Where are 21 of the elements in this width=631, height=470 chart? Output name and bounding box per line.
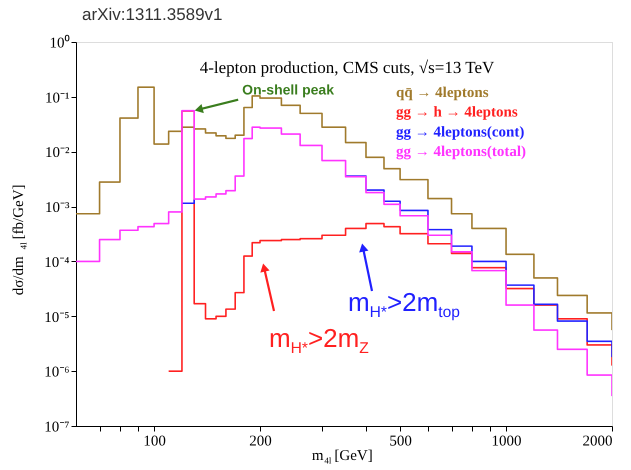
text: gg → 4leptons(total) (396, 144, 526, 160)
y-tick-label: 10⁻³ (45, 200, 70, 216)
x-tick-label: 100 (143, 434, 166, 450)
y-tick-label: 10⁻⁴ (44, 254, 70, 271)
text: gg → 4leptons(cont) (396, 124, 524, 140)
x-tick-label: 500 (389, 434, 412, 450)
text: 4-lepton production, CMS cuts, √s=13 TeV (200, 58, 496, 77)
y-tick-label: 10⁻⁷ (44, 420, 70, 436)
y-tick-label: 10⁻² (45, 145, 70, 162)
y-tick-label: 10⁻¹ (45, 90, 70, 106)
y-tick-label: 10⁰ (50, 34, 70, 52)
y-tick-label: 10⁻⁶ (44, 364, 70, 381)
x-tick-label: 200 (249, 434, 272, 450)
x-tick-label: 2000 (582, 434, 612, 450)
annotation: On-shell peak (242, 82, 334, 98)
x-tick-label: 1000 (492, 434, 522, 450)
text: arXiv:1311.3589v1 (82, 5, 223, 24)
text: qq̄ → 4leptons (396, 85, 489, 101)
y-axis-title: dσ/dm4l[fb/GeV] (11, 184, 28, 296)
text: gg → h → 4leptons (396, 104, 518, 121)
y-tick-label: 10⁻⁵ (44, 310, 70, 326)
